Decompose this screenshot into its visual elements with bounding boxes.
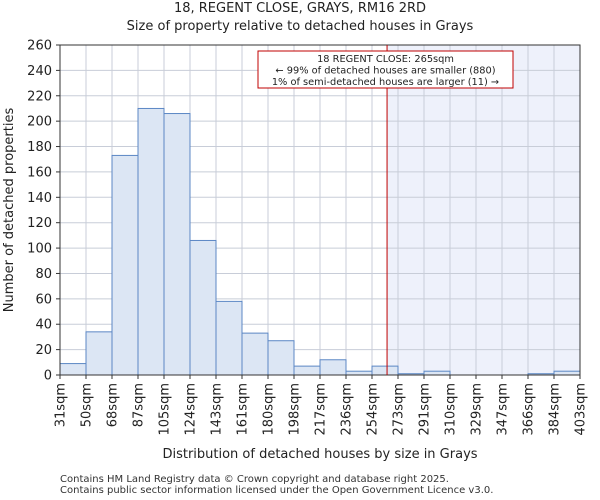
histogram-bar bbox=[85, 331, 113, 376]
x-tick-label: 236sqm bbox=[340, 383, 355, 436]
annotation-line: ← 99% of detached houses are smaller (88… bbox=[275, 66, 495, 77]
y-tick-label: 140 bbox=[27, 191, 52, 206]
y-tick-label: 80 bbox=[35, 267, 52, 282]
y-tick-label: 220 bbox=[27, 89, 52, 104]
chart-subtitle: Size of property relative to detached ho… bbox=[126, 19, 474, 34]
histogram-bar bbox=[215, 300, 243, 376]
histogram-bar bbox=[371, 365, 399, 376]
x-tick-label: 254sqm bbox=[366, 383, 381, 436]
y-tick-label: 260 bbox=[27, 39, 52, 54]
x-tick-label: 68sqm bbox=[106, 383, 121, 427]
x-axis-label: Distribution of detached houses by size … bbox=[162, 447, 477, 462]
footer-copyright: Contains HM Land Registry data © Crown c… bbox=[60, 474, 449, 485]
annotation-line: 18 REGENT CLOSE: 265sqm bbox=[317, 54, 454, 65]
x-tick-label: 124sqm bbox=[184, 383, 199, 436]
histogram-bar bbox=[241, 332, 269, 376]
y-tick-label: 180 bbox=[27, 140, 52, 155]
y-tick-label: 40 bbox=[35, 318, 52, 333]
histogram-bar bbox=[163, 113, 191, 376]
larger-region-shade bbox=[387, 45, 580, 375]
histogram-bar bbox=[189, 239, 217, 376]
x-tick-label: 50sqm bbox=[80, 383, 95, 427]
y-tick-label: 60 bbox=[35, 292, 52, 307]
x-tick-label: 366sqm bbox=[522, 383, 537, 436]
x-tick-label: 31sqm bbox=[54, 383, 69, 427]
histogram-bar bbox=[111, 154, 139, 376]
histogram-bar bbox=[293, 365, 321, 376]
x-tick-label: 403sqm bbox=[574, 383, 589, 436]
y-tick-label: 0 bbox=[44, 369, 52, 384]
x-tick-label: 310sqm bbox=[444, 383, 459, 436]
x-tick-label: 347sqm bbox=[496, 383, 511, 436]
x-tick-label: 161sqm bbox=[236, 383, 251, 436]
y-tick-label: 200 bbox=[27, 115, 52, 130]
x-tick-label: 180sqm bbox=[262, 383, 277, 436]
y-tick-label: 160 bbox=[27, 165, 52, 180]
y-tick-label: 240 bbox=[27, 64, 52, 79]
x-tick-label: 87sqm bbox=[132, 383, 147, 427]
annotation-line: 1% of semi-detached houses are larger (1… bbox=[272, 77, 499, 88]
x-tick-label: 291sqm bbox=[418, 383, 433, 436]
histogram-bar bbox=[267, 340, 295, 376]
x-tick-label: 105sqm bbox=[158, 383, 173, 436]
footer-licence: Contains public sector information licen… bbox=[60, 485, 494, 496]
y-tick-label: 120 bbox=[27, 216, 52, 231]
y-axis-label: Number of detached properties bbox=[2, 108, 17, 313]
histogram-chart: 0 20 40 60 80 100 120 140 160 180 200 220 240 260 31sq… bbox=[2, 39, 589, 463]
x-tick-label: 273sqm bbox=[392, 383, 407, 436]
annotation-box bbox=[257, 50, 514, 89]
x-tick-label: 143sqm bbox=[210, 383, 225, 436]
histogram-bar bbox=[345, 370, 373, 376]
histogram-bar bbox=[59, 363, 87, 376]
x-tick-label: 329sqm bbox=[470, 383, 485, 436]
y-tick-label: 100 bbox=[27, 242, 52, 257]
chart-title: 18, REGENT CLOSE, GRAYS, RM16 2RD bbox=[173, 1, 427, 16]
histogram-bar bbox=[319, 359, 347, 376]
histogram-bar bbox=[423, 370, 451, 376]
x-tick-label: 217sqm bbox=[314, 383, 329, 436]
histogram-bar bbox=[553, 370, 581, 376]
x-tick-label: 384sqm bbox=[548, 383, 563, 436]
x-tick-label: 198sqm bbox=[288, 383, 303, 436]
y-tick-label: 20 bbox=[35, 343, 52, 358]
histogram-bar bbox=[137, 107, 165, 376]
